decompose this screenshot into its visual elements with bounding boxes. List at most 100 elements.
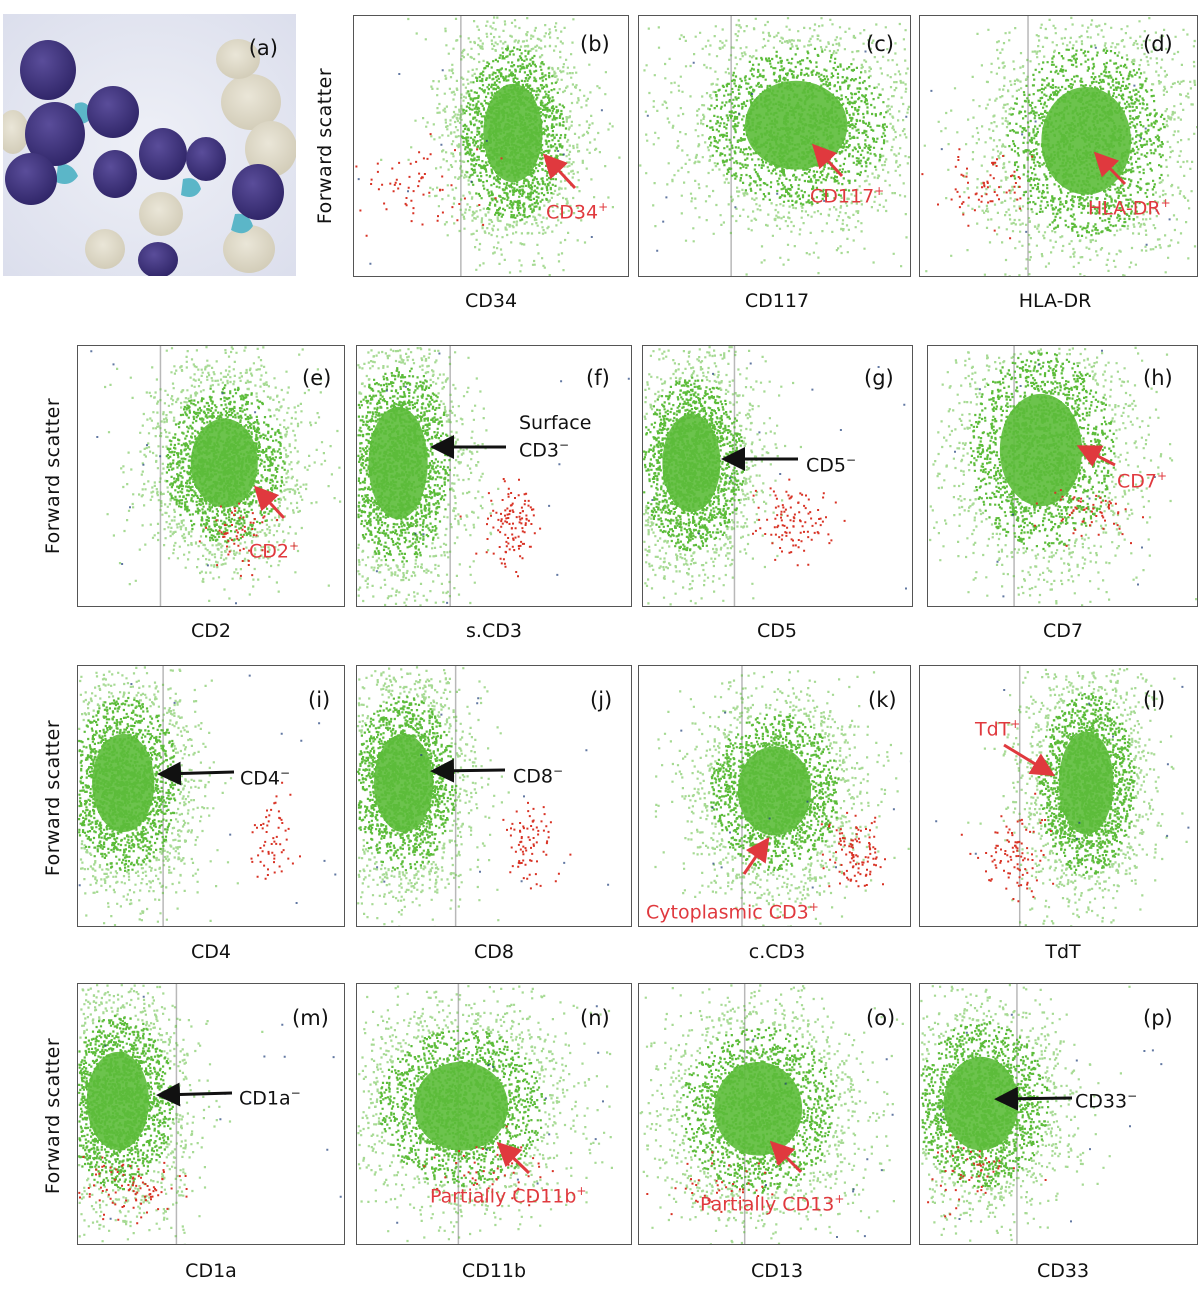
population-tcell-p — [927, 1134, 1047, 1218]
scatter-panel-h — [927, 345, 1198, 607]
population-halo-m — [78, 984, 264, 1244]
population-halo-p — [920, 984, 1131, 1242]
population-core-i — [78, 696, 180, 872]
annotation-e: CD2+ — [249, 539, 300, 563]
panel-label-l: (l) — [1143, 688, 1166, 712]
population-main-e — [104, 346, 342, 602]
scatter-panel-b — [353, 15, 629, 277]
scatter-panel-k — [638, 665, 911, 927]
annotation-j: CD8− — [513, 764, 564, 788]
population-core-j — [357, 696, 458, 872]
panel-label-j: (j) — [590, 688, 613, 712]
population-core-m — [78, 1014, 175, 1191]
x-axis-label-d: HLA-DR — [1018, 290, 1092, 312]
scatter-panel-m — [77, 983, 345, 1245]
red-blood-cells — [3, 39, 296, 273]
x-axis-label-k: c.CD3 — [748, 941, 806, 963]
population-core-l — [1038, 692, 1136, 876]
panel-label-n: (n) — [580, 1006, 610, 1030]
x-axis-label-l: TdT — [1045, 941, 1081, 963]
population-main-l — [967, 668, 1188, 926]
scatter-panel-j — [356, 665, 632, 927]
population-core-o — [681, 1026, 837, 1194]
x-axis-label-i: CD4 — [191, 941, 231, 963]
panel-label-h: (h) — [1143, 366, 1173, 390]
annotation-b: CD34+ — [546, 200, 609, 224]
population-core-b — [461, 46, 568, 222]
annotation-g: CD5− — [806, 453, 857, 477]
panel-label-g: (g) — [864, 366, 894, 390]
annotation-p: CD33− — [1075, 1089, 1138, 1113]
scatter-plot-m — [78, 984, 342, 1244]
population-main-j — [357, 666, 510, 926]
population-tcell-g — [752, 478, 846, 567]
panel-label-b: (b) — [580, 32, 610, 56]
blast-cells — [5, 40, 284, 276]
scatter-plot-k — [654, 666, 910, 926]
annotation-h: CD7+ — [1117, 469, 1168, 493]
population-core-p — [920, 1021, 1050, 1188]
population-tcell-d — [921, 148, 1034, 240]
population-main-g — [643, 346, 802, 606]
population-tcell-i — [250, 781, 301, 880]
population-tcell-o — [646, 1151, 779, 1216]
population-core-k — [710, 713, 840, 871]
population-tcell-h — [1034, 489, 1144, 547]
annotation-f: Surface CD3− — [519, 412, 592, 462]
x-axis-label-f: s.CD3 — [466, 620, 522, 642]
scatter-panel-c — [638, 15, 911, 277]
population-main-p — [920, 984, 1131, 1242]
x-axis-label-b: CD34 — [464, 290, 518, 312]
scatter-panel-o — [638, 983, 911, 1245]
population-tcell-j — [502, 801, 572, 890]
x-axis-label-p: CD33 — [1036, 1260, 1090, 1282]
panel-label-k: (k) — [868, 688, 897, 712]
population-main-b — [380, 16, 621, 276]
annotation-c: CD117+ — [810, 184, 885, 208]
x-axis-label-g: CD5 — [757, 620, 797, 642]
population-core-f — [357, 367, 452, 563]
x-axis-label-m: CD1a — [185, 1260, 237, 1282]
panel-label-f: (f) — [586, 366, 610, 390]
y-axis-label-row1: Forward scatter — [314, 67, 336, 225]
scatter-plot-h — [929, 346, 1197, 606]
micrograph-panel-a: (a) — [3, 14, 296, 276]
panel-label-e: (e) — [302, 366, 332, 390]
population-core-h — [969, 351, 1116, 551]
scatter-plot-e — [90, 346, 342, 606]
population-core-e — [165, 384, 286, 544]
x-axis-label-e: CD2 — [191, 620, 231, 642]
scatter-panel-g — [642, 345, 913, 607]
scatter-plot-o — [639, 984, 910, 1244]
panel-label-d: (d) — [1143, 32, 1173, 56]
panel-label-p: (p) — [1143, 1006, 1173, 1030]
annotation-d: HLA-DR+ — [1088, 196, 1171, 220]
population-core-g — [643, 376, 745, 552]
scatter-panel-n — [356, 983, 632, 1245]
population-core-c — [706, 47, 888, 207]
blast-cells-micrograph — [3, 14, 296, 276]
population-halo-k — [654, 670, 910, 926]
annotation-i: CD4− — [240, 766, 291, 790]
panel-label-m: (m) — [292, 1006, 329, 1030]
population-main-h — [929, 346, 1197, 606]
panel-label-i: (i) — [308, 688, 331, 712]
population-tcell-k — [820, 811, 886, 888]
scatter-panel-p — [919, 983, 1198, 1245]
scatter-plot-b — [355, 16, 621, 276]
panel-label-c: (c) — [866, 32, 894, 56]
y-axis-label-row2: Forward scatter — [42, 397, 64, 555]
population-tcell-f — [459, 478, 542, 578]
x-axis-label-n: CD11b — [461, 1260, 527, 1282]
y-axis-label-row4: Forward scatter — [42, 1037, 64, 1195]
x-axis-label-j: CD8 — [474, 941, 514, 963]
population-main-f — [357, 347, 500, 606]
annotation-m: CD1a− — [239, 1086, 301, 1110]
scatter-plot-j — [357, 666, 610, 926]
population-core-d — [1006, 45, 1166, 237]
scatter-panel-e — [77, 345, 345, 607]
scatter-plot-p — [920, 984, 1163, 1244]
scatter-plot-f — [357, 346, 630, 606]
annotation-k: Cytoplasmic CD3+ — [646, 900, 819, 924]
scatter-panel-i — [77, 665, 345, 927]
